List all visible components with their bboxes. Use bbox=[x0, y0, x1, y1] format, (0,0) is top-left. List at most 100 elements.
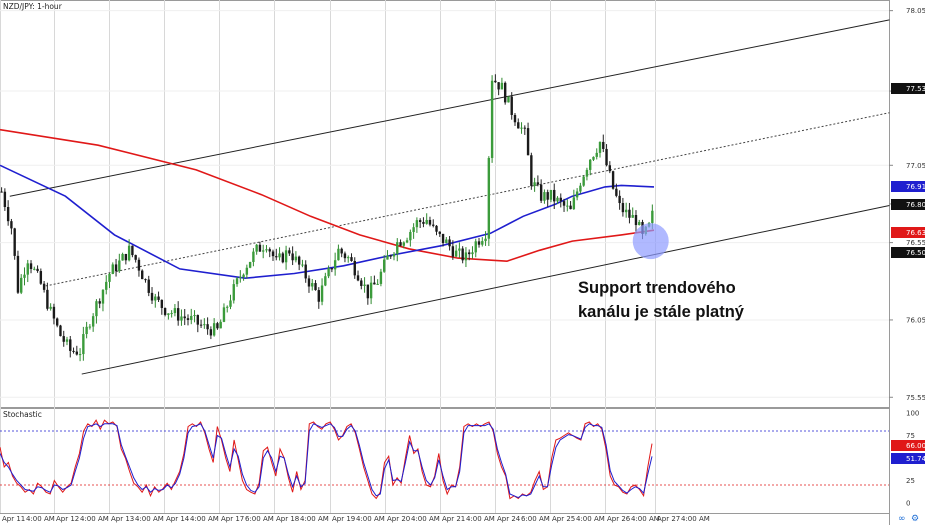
candle-body bbox=[147, 279, 150, 293]
price-tag bbox=[891, 247, 925, 258]
candle-body bbox=[95, 301, 98, 317]
candle-body bbox=[513, 114, 517, 123]
candle-body bbox=[500, 82, 504, 90]
time-tick-label: Apr 27 bbox=[657, 515, 680, 523]
candle-body bbox=[26, 263, 29, 275]
candle-body bbox=[193, 315, 196, 317]
candle-body bbox=[392, 253, 396, 257]
candle-body bbox=[481, 241, 484, 245]
candle-body bbox=[435, 225, 438, 232]
price-tag bbox=[891, 83, 925, 94]
candle-body bbox=[36, 268, 39, 272]
candle-body bbox=[432, 224, 435, 226]
candle-body bbox=[608, 165, 612, 172]
candle-body bbox=[163, 307, 167, 315]
candle-body bbox=[445, 239, 448, 244]
candle-body bbox=[497, 82, 500, 90]
candle-body bbox=[579, 185, 582, 192]
stochastic-lines bbox=[0, 419, 889, 500]
candle-body bbox=[507, 96, 510, 103]
candle-body bbox=[239, 277, 242, 279]
candle-body bbox=[553, 189, 556, 202]
candle-body bbox=[69, 339, 72, 351]
time-tick-label: Apr 17 bbox=[221, 515, 244, 523]
candle-body bbox=[311, 283, 314, 287]
candle-body bbox=[526, 128, 530, 156]
moving-averages bbox=[0, 128, 655, 280]
candle-body bbox=[307, 278, 311, 287]
candle-body bbox=[347, 257, 350, 259]
candle-body bbox=[118, 260, 121, 272]
candle-body bbox=[330, 268, 334, 270]
stochastic-tag-label: 51.74 bbox=[906, 455, 925, 463]
time-tick-label: 6:00 AM bbox=[521, 515, 550, 523]
candle-body bbox=[454, 250, 458, 257]
stochastic-tag bbox=[891, 440, 925, 451]
price-tags: 77.53 76.91 76.80 76.63 76.50 66.00 51.74 bbox=[891, 83, 925, 464]
candle-body bbox=[49, 306, 52, 309]
candle-body bbox=[114, 264, 118, 272]
candle-body bbox=[278, 253, 281, 258]
candle-body bbox=[212, 323, 216, 336]
time-tick-label: 4:00 AM bbox=[576, 515, 605, 523]
candle-body bbox=[141, 270, 144, 280]
candle-body bbox=[134, 255, 137, 260]
blue-moving-average bbox=[0, 164, 655, 280]
red-moving-average bbox=[0, 128, 655, 263]
time-tick-label: Apr 11 bbox=[2, 515, 25, 523]
candle-body bbox=[494, 80, 497, 83]
candle-body bbox=[75, 351, 79, 355]
candle-body bbox=[52, 306, 56, 319]
candle-body bbox=[369, 282, 373, 299]
candle-body bbox=[219, 321, 222, 329]
candle-body bbox=[382, 259, 386, 272]
stochastic-axis: 100 75 25 0 bbox=[906, 410, 919, 508]
candle-body bbox=[160, 299, 164, 308]
candle-body bbox=[343, 253, 347, 259]
candle-body bbox=[340, 248, 343, 254]
candle-body bbox=[523, 127, 526, 129]
candle-body bbox=[415, 220, 419, 228]
stochastic-tag-label: 66.00 bbox=[906, 442, 925, 450]
candle-body bbox=[549, 189, 553, 200]
candle-body bbox=[539, 184, 543, 201]
candle-body bbox=[441, 233, 445, 244]
time-tick-label: Apr 13 bbox=[111, 515, 134, 523]
candle-body bbox=[624, 209, 628, 213]
time-tick-label: Apr 25 bbox=[552, 515, 575, 523]
candle-body bbox=[595, 152, 598, 157]
stochastic-title: Stochastic bbox=[3, 410, 42, 419]
time-tick-label: Apr 21 bbox=[442, 515, 465, 523]
candle-body bbox=[438, 231, 441, 234]
candle-body bbox=[464, 252, 468, 261]
candle-body bbox=[618, 195, 621, 204]
price-tag bbox=[891, 181, 925, 192]
candle-body bbox=[121, 253, 124, 261]
candle-body bbox=[356, 275, 360, 281]
candle-body bbox=[16, 255, 20, 293]
candle-body bbox=[517, 122, 520, 129]
candle-body bbox=[252, 251, 255, 262]
candle-body bbox=[448, 239, 451, 247]
candle-body bbox=[196, 315, 199, 325]
candle-body bbox=[428, 219, 432, 225]
candle-body bbox=[373, 282, 376, 285]
channel-line bbox=[81, 205, 890, 375]
time-tick-label: Apr 12 bbox=[56, 515, 79, 523]
candle-body bbox=[150, 292, 154, 301]
candle-body bbox=[559, 197, 562, 202]
candle-body bbox=[222, 307, 226, 322]
stochastic-tag bbox=[891, 453, 925, 464]
annotation-line-2: kanálu je stále platný bbox=[578, 303, 745, 321]
candle-body bbox=[85, 326, 88, 335]
candle-body bbox=[258, 244, 262, 252]
stochastic-tick-label: 0 bbox=[906, 500, 910, 508]
time-tick-label: 4:00 AM bbox=[466, 515, 495, 523]
candle-body bbox=[105, 281, 108, 290]
time-tick-label: Apr 24 bbox=[497, 515, 521, 523]
candle-body bbox=[569, 205, 572, 210]
candle-body bbox=[363, 284, 366, 286]
candle-body bbox=[281, 253, 285, 263]
candle-body bbox=[314, 283, 317, 291]
candle-body bbox=[503, 82, 507, 103]
